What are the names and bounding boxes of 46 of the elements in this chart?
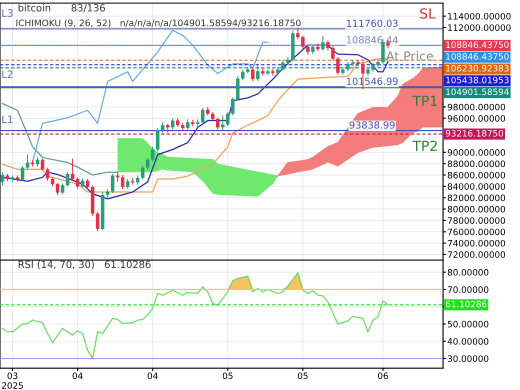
ref-line-label: 108846.43750 — [446, 53, 509, 60]
annotation: L3 — [2, 9, 13, 17]
annotation: At Price — [386, 51, 433, 61]
y-tick-label: 114000.00000 — [448, 13, 511, 20]
y-tick-label: 88000.00000 — [448, 160, 506, 168]
annotation: L1 — [2, 115, 12, 123]
ref-line-label: 111760.03 — [346, 20, 398, 27]
y-tick-label: 90000.00000 — [448, 149, 506, 156]
x-tick-label: 06 — [378, 372, 388, 380]
y-tick-label: 50.00000 — [448, 320, 488, 328]
y-tick-label: 98000.00000 — [448, 104, 506, 110]
y-tick-label: 112000.00000 — [448, 24, 511, 31]
ref-line-label: 108846.43750 — [446, 41, 509, 48]
y-tick-label: 84000.00000 — [448, 183, 506, 190]
ref-line-label: 108846.44 — [346, 36, 398, 44]
ref-line-label: 93838.99 — [350, 121, 395, 129]
y-tick-label: 74000.00000 — [448, 240, 506, 247]
ref-line-label: 106230.92383 — [446, 64, 509, 72]
annotation: TP1 — [412, 96, 437, 106]
y-tick-label: 96000.00000 — [448, 115, 506, 122]
y-tick-label: 40.00000 — [448, 338, 488, 345]
y-tick-label: 86000.00000 — [448, 172, 506, 178]
y-tick-label: 82000.00000 — [448, 194, 506, 202]
y-tick-label: 80000.00000 — [448, 206, 506, 213]
x-tick-label: 04 — [148, 372, 158, 380]
ref-line-label: 61.10286 — [446, 300, 486, 308]
x-tick-label: 05 — [222, 372, 233, 380]
y-tick-label: 80.00000 — [448, 269, 488, 276]
y-tick-label: 78000.00000 — [448, 217, 506, 224]
y-tick-label: 30.00000 — [448, 355, 488, 362]
ref-line-label: 105438.01953 — [446, 76, 509, 84]
chart-title: RSI (14, 70, 30) 61.10286 — [18, 260, 151, 270]
annotation: ICHIMOKU (9, 26, 52) n/a/n/a/n/a/104901.58594/93216.18750 — [16, 19, 301, 28]
annotation: L2 — [2, 70, 12, 78]
y-tick-label: 76000.00000 — [448, 228, 506, 236]
x-tick-label: 04 — [72, 372, 83, 380]
annotation: SL — [420, 8, 436, 19]
y-tick-label: 72000.00000 — [448, 251, 506, 258]
ref-line-label: 104901.58594 — [446, 88, 509, 96]
ref-line-label: 93216.18750 — [446, 130, 504, 137]
y-tick-label: 70.00000 — [448, 286, 488, 293]
chart-subtitle: 83/136 — [72, 4, 105, 12]
chart-title: bitcoin — [18, 4, 50, 12]
x-tick-label: 05 — [298, 372, 308, 380]
x-tick-label: 03 2025 — [2, 372, 23, 389]
annotation: TP2 — [412, 140, 437, 151]
